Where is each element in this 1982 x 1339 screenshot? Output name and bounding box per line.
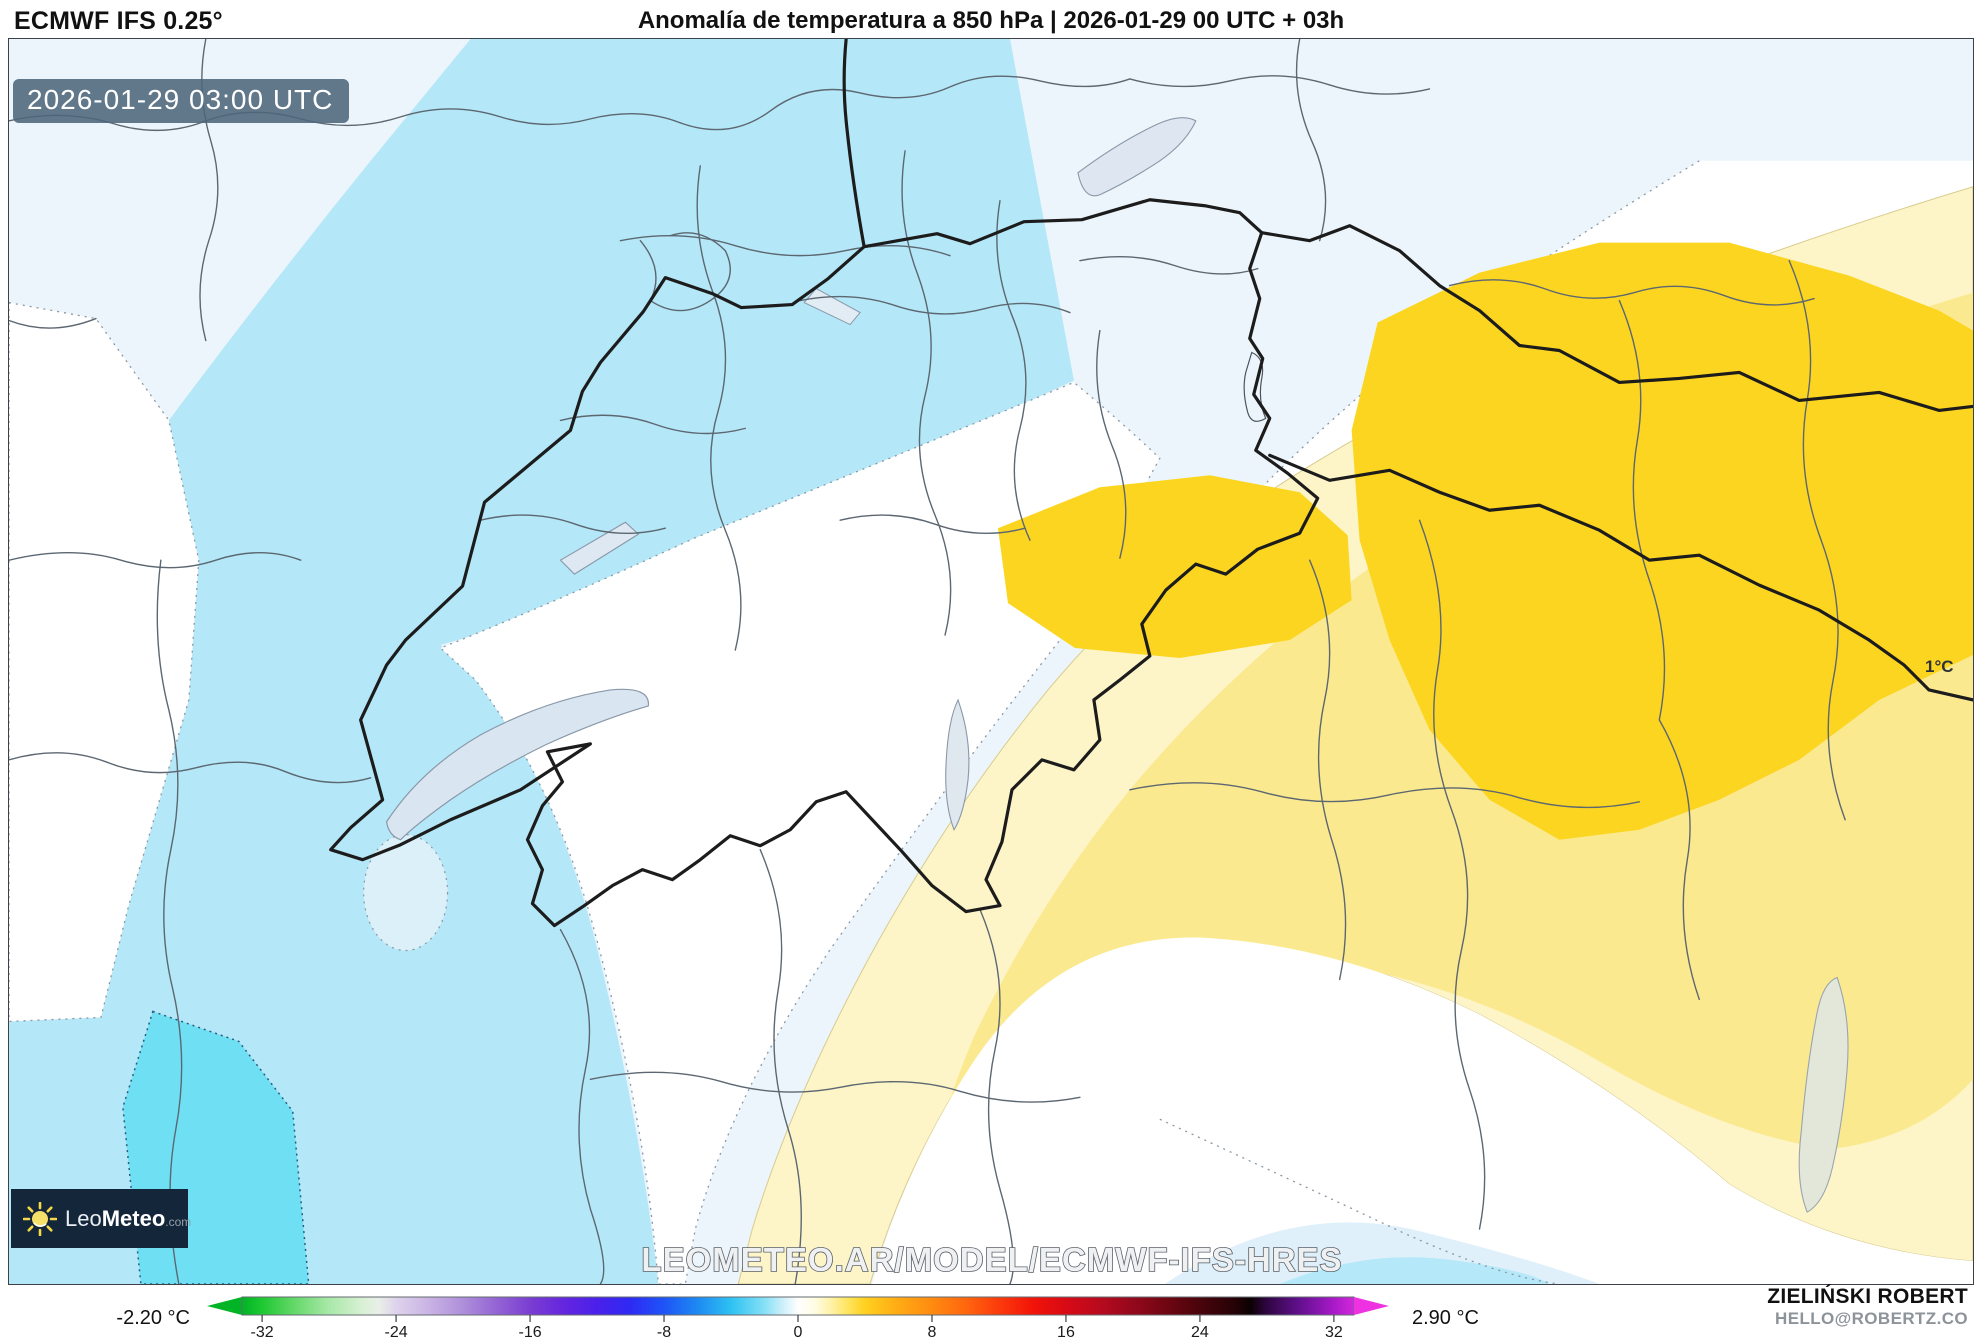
country-borders-thick — [329, 39, 1973, 928]
logo-suffix: .com — [165, 1214, 192, 1229]
timestamp-badge: 2026-01-29 03:00 UTC — [13, 79, 350, 123]
leometeo-logo: LeoMeteo.com — [11, 1189, 191, 1248]
colorbar-tick-label: -16 — [518, 1324, 541, 1339]
colorbar-tick-label: -32 — [251, 1324, 274, 1339]
sun-icon — [23, 1201, 57, 1236]
colorbar-ticks: -32 -24 -16 -8 0 8 16 24 32 — [251, 1315, 1343, 1339]
colorbar: -32 -24 -16 -8 0 8 16 24 32 — [207, 1296, 1389, 1339]
region-white-southeast — [872, 937, 1973, 1284]
colorbar-tick-label: -24 — [385, 1324, 408, 1339]
model-label: ECMWF IFS 0.25° — [14, 7, 223, 35]
region-white-pocket — [9, 301, 200, 1023]
lake-geneva — [385, 688, 649, 841]
basemap-svg — [9, 39, 1973, 1284]
border-germany-austria — [1260, 224, 1973, 413]
region-yellow-bright-center — [997, 475, 1352, 659]
lake-neuchatel — [559, 521, 640, 575]
logo-part1: Leo — [65, 1205, 102, 1231]
colorbar-tick-label: -8 — [657, 1324, 671, 1339]
credit-name: ZIELIŃSKI ROBERT — [1767, 1285, 1968, 1308]
region-white-northeast — [1047, 160, 1973, 690]
region-cold-cyan — [9, 39, 1074, 1284]
page-title: Anomalía de temperatura a 850 hPa | 2026… — [637, 7, 1345, 34]
colorbar-tick-label: 32 — [1325, 1324, 1343, 1339]
border-switzerland — [329, 198, 1320, 928]
colorbar-tick-label: 24 — [1191, 1324, 1209, 1339]
lake-maggiore — [945, 698, 970, 831]
contour-value-label: 1°C — [1925, 657, 1954, 676]
region-lighter-patch — [363, 834, 449, 952]
colorbar-tick-label: 8 — [928, 1324, 937, 1339]
credit-email: HELLO@ROBERTZ.CO — [1775, 1309, 1968, 1329]
contour-dotted-bottomright — [1159, 1118, 1560, 1284]
region-white-center — [439, 381, 1161, 1284]
border-liechtenstein — [1243, 351, 1267, 422]
colorbar-left-arrow — [207, 1297, 242, 1315]
logo-part2: Meteo — [101, 1205, 166, 1231]
border-austria-italy — [1268, 453, 1973, 702]
logo-text: LeoMeteo.com — [65, 1206, 191, 1232]
credit-block: ZIELIŃSKI ROBERT HELLO@ROBERTZ.CO — [1767, 1285, 1968, 1329]
lake-constance — [1077, 117, 1197, 197]
region-cyan-wedge-bottom — [1279, 1257, 1550, 1284]
colorbar-max-label: 2.90 °C — [1412, 1307, 1479, 1329]
colorbar-right-arrow — [1354, 1297, 1389, 1315]
colorbar-tick-label: 0 — [794, 1324, 803, 1339]
colorbar-gradient-bar — [241, 1296, 1355, 1316]
weather-map: 2026-01-29 03:00 UTC 1°C LEOMETEO.AR/MOD… — [8, 38, 1974, 1285]
region-yellow-bright-east — [1351, 242, 1973, 840]
colorbar-min-label: -2.20 °C — [116, 1307, 190, 1329]
watermark: LEOMETEO.AR/MODEL/ECMWF-IFS-HRES — [641, 1240, 1343, 1279]
colorbar-tick-label: 16 — [1057, 1324, 1075, 1339]
border-france-germany — [842, 39, 866, 249]
lake-garda — [1798, 976, 1849, 1213]
